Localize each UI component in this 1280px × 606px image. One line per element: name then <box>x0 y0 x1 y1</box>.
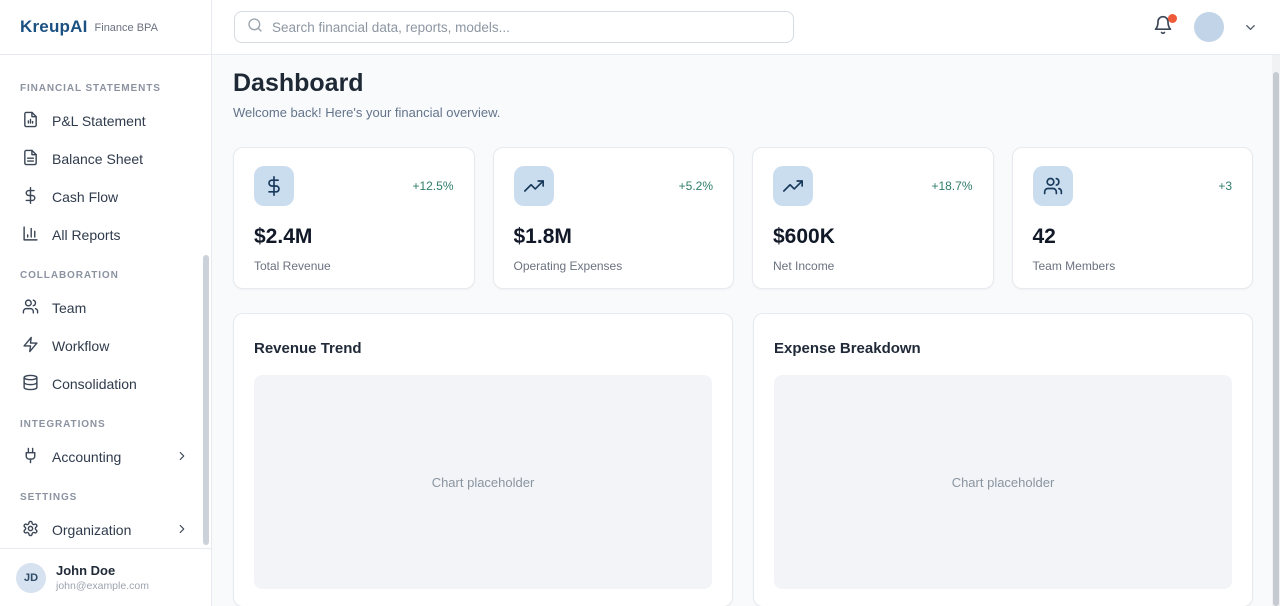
stat-card-total-revenue: +12.5% $2.4M Total Revenue <box>233 147 475 289</box>
stat-label: Operating Expenses <box>513 259 623 273</box>
sidebar-item-label: All Reports <box>52 227 121 243</box>
main-scrollbar-track[interactable] <box>1272 55 1280 606</box>
stat-value: $600K <box>773 225 835 248</box>
dollar-icon <box>22 187 39 207</box>
gear-icon <box>22 520 39 540</box>
topbar-actions <box>1151 12 1258 42</box>
sidebar-item-organization[interactable]: Organization <box>14 511 197 549</box>
search-icon <box>247 17 263 38</box>
sidebar-item-label: P&L Statement <box>52 113 146 129</box>
sidebar-item-workflow[interactable]: Workflow <box>14 327 197 365</box>
users-icon <box>1032 166 1073 206</box>
chart-title: Revenue Trend <box>254 340 362 357</box>
sidebar-user-card[interactable]: JD John Doe john@example.com <box>0 548 211 606</box>
sidebar-item-label: Accounting <box>52 449 122 465</box>
chart-card-revenue-trend: Revenue Trend Chart placeholder <box>233 313 733 606</box>
sidebar-item-consolidation[interactable]: Consolidation <box>14 365 197 403</box>
chart-title: Expense Breakdown <box>774 340 921 357</box>
stat-value: 42 <box>1032 225 1056 248</box>
file-chart-icon <box>22 111 39 131</box>
bell-icon <box>1153 15 1173 40</box>
avatar[interactable] <box>1194 12 1224 42</box>
page-subtitle: Welcome back! Here's your financial over… <box>233 105 501 120</box>
sidebar-item-label: Organization <box>52 522 132 538</box>
topbar <box>212 0 1280 55</box>
users-icon <box>22 298 39 318</box>
database-icon <box>22 374 39 394</box>
main-scrollbar-thumb[interactable] <box>1273 72 1279 606</box>
section-label-financial-statements: FINANCIAL STATEMENTS <box>20 83 161 94</box>
stat-label: Total Revenue <box>254 259 331 273</box>
brand-logo: KreupAI <box>20 17 88 36</box>
plug-icon <box>22 447 39 467</box>
avatar: JD <box>16 562 46 593</box>
main-content: Dashboard Welcome back! Here's your fina… <box>212 55 1280 606</box>
sidebar-item-label: Cash Flow <box>52 189 119 205</box>
stat-delta: +12.5% <box>412 179 454 193</box>
sidebar-item-label: Balance Sheet <box>52 151 144 167</box>
bar-chart-icon <box>22 225 39 245</box>
chart-placeholder: Chart placeholder <box>254 375 712 589</box>
sidebar-item-cash-flow[interactable]: Cash Flow <box>14 178 197 216</box>
stat-label: Team Members <box>1032 259 1116 273</box>
stat-label: Net Income <box>773 259 835 273</box>
stat-delta: +18.7% <box>931 179 973 193</box>
sidebar-item-all-reports[interactable]: All Reports <box>14 216 197 254</box>
content-column: Dashboard Welcome back! Here's your fina… <box>212 0 1280 606</box>
sidebar-item-pl-statement[interactable]: P&L Statement <box>14 102 197 140</box>
search-input[interactable] <box>272 19 781 35</box>
section-label-settings: SETTINGS <box>20 492 78 503</box>
notifications-button[interactable] <box>1151 14 1177 40</box>
chevron-right-icon <box>175 449 189 466</box>
page-title: Dashboard <box>233 69 364 97</box>
stat-delta: +3 <box>1218 179 1232 193</box>
sidebar-item-balance-sheet[interactable]: Balance Sheet <box>14 140 197 178</box>
chevron-right-icon <box>175 522 189 539</box>
user-email: john@example.com <box>56 580 149 592</box>
user-name: John Doe <box>56 563 116 578</box>
sidebar-item-label: Workflow <box>52 338 110 354</box>
charts-grid: Revenue Trend Chart placeholder Expense … <box>233 313 1253 606</box>
sidebar-item-team[interactable]: Team <box>14 289 197 327</box>
brand-tagline: Finance BPA <box>94 22 158 34</box>
stat-value: $2.4M <box>254 225 313 248</box>
sidebar-item-label: Consolidation <box>52 376 137 392</box>
notification-dot <box>1168 14 1177 23</box>
sidebar-item-label: Team <box>52 300 87 316</box>
section-label-integrations: INTEGRATIONS <box>20 419 106 430</box>
stat-value: $1.8M <box>513 225 572 248</box>
stat-card-operating-expenses: +5.2% $1.8M Operating Expenses <box>492 147 734 289</box>
stats-grid: +12.5% $2.4M Total Revenue +5.2% $1.8M O… <box>233 147 1253 289</box>
sidebar-nav: FINANCIAL STATEMENTS P&L Statement Balan… <box>0 55 211 549</box>
stat-card-net-income: +18.7% $600K Net Income <box>752 147 994 289</box>
chart-card-expense-breakdown: Expense Breakdown Chart placeholder <box>753 313 1253 606</box>
sidebar: KreupAI Finance BPA FINANCIAL STATEMENTS… <box>0 0 212 606</box>
sidebar-item-accounting[interactable]: Accounting <box>14 438 197 476</box>
stat-card-team-members: +3 42 Team Members <box>1011 147 1253 289</box>
sidebar-scrollbar[interactable] <box>203 255 209 545</box>
zap-icon <box>22 336 39 356</box>
file-text-icon <box>22 149 39 169</box>
trending-up-icon <box>773 166 813 206</box>
chevron-down-icon[interactable] <box>1243 20 1258 35</box>
stat-delta: +5.2% <box>678 179 713 193</box>
section-label-collaboration: COLLABORATION <box>20 270 119 281</box>
chart-placeholder: Chart placeholder <box>774 375 1232 589</box>
sidebar-header: KreupAI Finance BPA <box>0 0 211 55</box>
search-box[interactable] <box>234 11 794 43</box>
trending-up-icon <box>513 166 554 206</box>
dollar-icon <box>254 166 294 206</box>
